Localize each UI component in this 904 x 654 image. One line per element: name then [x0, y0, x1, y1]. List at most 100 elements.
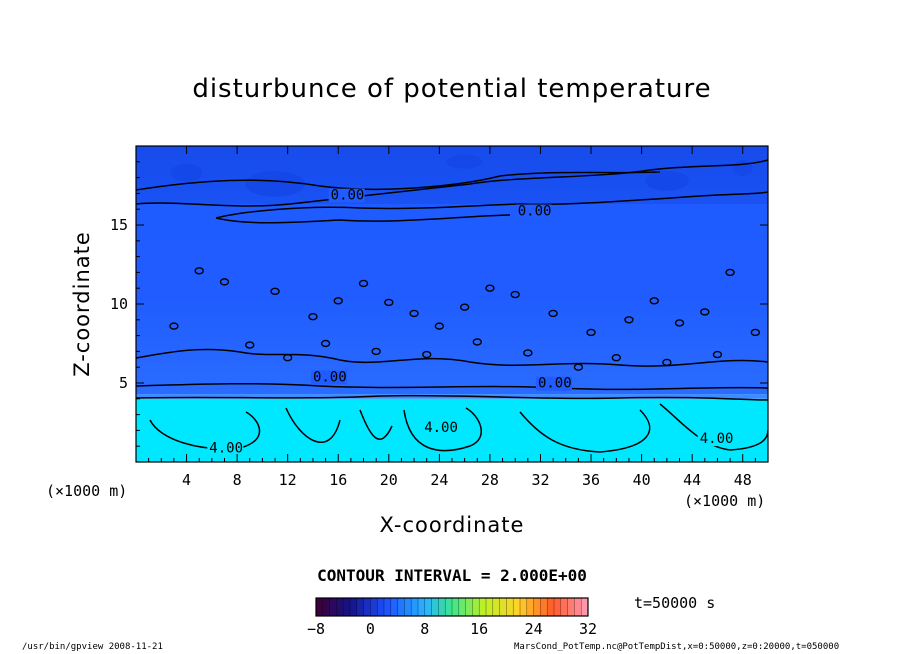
y-tick-label: 15 — [110, 216, 128, 234]
footer-program: /usr/bin/gpview 2008-11-21 — [22, 642, 163, 652]
contour-label: 4.00 — [424, 420, 458, 436]
colorbar-swatch — [350, 598, 358, 616]
colorbar-swatch — [554, 598, 562, 616]
colorbar-swatch — [458, 598, 467, 616]
colorbar-swatch — [316, 598, 324, 616]
colorbar-swatch — [329, 598, 337, 616]
colorbar-swatch — [513, 598, 521, 616]
colorbar-tick-label: 32 — [579, 620, 597, 638]
colorbar-swatch — [486, 598, 494, 616]
contour-line — [136, 394, 768, 401]
x-tick-label: 32 — [531, 471, 549, 489]
colorbar-swatch — [404, 598, 412, 616]
contour-label: 0.00 — [331, 188, 365, 204]
x-tick-label: 44 — [683, 471, 701, 489]
contour-label: 0.00 — [538, 376, 572, 392]
contour-line — [136, 382, 768, 391]
colorbar-swatch — [560, 598, 569, 616]
contour-blob — [270, 287, 280, 296]
contour-blob — [245, 341, 255, 349]
contour-blob — [662, 358, 672, 367]
chart-title: disturbunce of potential temperature — [192, 74, 712, 104]
contour-blob — [712, 350, 723, 359]
x-tick-label: 48 — [734, 471, 752, 489]
colorbar-tick-label: 16 — [470, 620, 488, 638]
contour-blob — [586, 328, 596, 337]
colorbar-swatch — [547, 598, 555, 616]
colorbar-swatch — [581, 598, 589, 616]
contour-label-bg — [515, 204, 552, 219]
x-tick-label: 24 — [430, 471, 448, 489]
colorbar-swatch — [424, 598, 433, 616]
contour-label: 4.00 — [209, 441, 243, 457]
contour-blob — [194, 267, 204, 275]
colorbar-swatch — [370, 598, 378, 616]
contour-blob — [282, 354, 293, 362]
colorbar-swatch — [445, 598, 453, 616]
plot-area: 0.00 0.00 0.00 0.00 4.00 4.00 4.00 — [136, 146, 768, 462]
x-axis-label: X-coordinate — [379, 513, 525, 537]
contour-line — [403, 407, 482, 452]
contour-blob — [219, 278, 230, 286]
x-tick-label: 40 — [633, 471, 651, 489]
colorbar-swatch — [479, 598, 487, 616]
colorbar-swatch — [343, 598, 351, 616]
contour-line — [136, 171, 661, 191]
contour-blob — [333, 297, 343, 305]
contour-line — [519, 409, 651, 453]
contour-blob — [649, 297, 659, 305]
colorbar-swatch — [465, 598, 473, 616]
contour-line — [659, 403, 768, 451]
colorbar-swatch — [418, 598, 426, 616]
contour-blob — [548, 309, 558, 318]
colorbar-tick-label: 24 — [525, 620, 543, 638]
contour-line — [359, 409, 393, 440]
contour-line — [215, 214, 511, 224]
contour-label-bg — [207, 441, 244, 456]
colorbar-swatch — [499, 598, 507, 616]
contour-blob — [510, 290, 520, 299]
z-unit-label: (×1000 m) — [46, 482, 128, 500]
colorbar-swatch — [356, 598, 365, 616]
contour-line — [285, 407, 341, 443]
contour-label-bg — [310, 370, 347, 385]
x-tick-label: 28 — [481, 471, 499, 489]
contour-blob — [422, 350, 432, 359]
y-tick-label: 5 — [119, 374, 128, 392]
colorbar: −8 0 8 16 24 32 — [307, 597, 597, 638]
contour-blob — [485, 284, 495, 292]
colorbar-swatch — [322, 598, 331, 616]
colorbar-swatch — [363, 598, 371, 616]
y-tick-label: 10 — [110, 295, 128, 313]
colorbar-swatch — [377, 598, 385, 616]
contour-label-bg — [422, 420, 459, 435]
colorbar-swatch — [533, 598, 541, 616]
contour-blob — [434, 322, 445, 330]
contour-blob — [320, 339, 331, 348]
x-tick-label: 4 — [182, 471, 191, 489]
contour-line — [136, 348, 768, 367]
contour-interval-label: CONTOUR INTERVAL = 2.000E+00 — [317, 566, 587, 585]
colorbar-swatch — [336, 598, 344, 616]
dark-blob — [644, 170, 689, 191]
colorbar-swatch — [397, 598, 405, 616]
colorbar-swatch — [492, 598, 501, 616]
contour-blob — [624, 316, 634, 324]
colorbar-swatch — [438, 598, 446, 616]
colorbar-frame — [315, 597, 589, 617]
contour-label-bg — [697, 432, 734, 447]
contour-blob — [384, 298, 394, 307]
contour-label-bg — [535, 376, 572, 391]
colorbar-swatch — [472, 598, 480, 616]
contour-label: 0.00 — [518, 204, 552, 220]
colorbar-tick-label: 8 — [420, 620, 429, 638]
dark-blob — [245, 170, 306, 197]
contour-label: 4.00 — [700, 431, 734, 447]
contour-blob — [674, 319, 685, 327]
colorbar-swatch — [520, 598, 528, 616]
colorbar-swatch — [574, 598, 582, 616]
x-tick-label: 36 — [582, 471, 600, 489]
x-unit-label: (×1000 m) — [684, 492, 766, 510]
colorbar-swatch — [411, 598, 419, 616]
